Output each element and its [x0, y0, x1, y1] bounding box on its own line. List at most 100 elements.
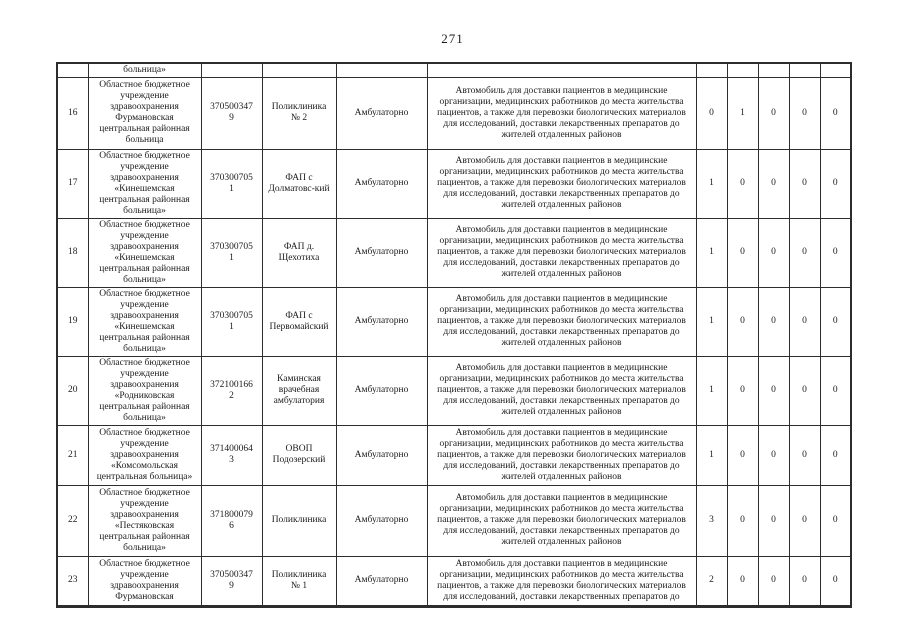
- value-cell: 0: [757, 555, 790, 607]
- organization-cell: Областное бюджетное учреждение здравоохр…: [87, 555, 202, 607]
- table-row-18: 18 Областное бюджетное учреждение здраво…: [56, 217, 852, 288]
- purpose-cell: Автомобиль для доставки пациентов в меди…: [426, 484, 697, 557]
- row-number-cell: 18: [56, 217, 89, 288]
- value-cell: 1: [695, 217, 728, 288]
- value-cell: 0: [757, 217, 790, 288]
- value-cell: 0: [788, 424, 821, 486]
- facility-cell: Поликлиника № 1: [261, 555, 337, 607]
- value-cell: 0: [788, 286, 821, 357]
- value-cell: 1: [695, 355, 728, 426]
- row-number-cell: 23: [56, 555, 89, 607]
- table-row-carryover: больница»: [56, 62, 852, 78]
- organization-cell: Областное бюджетное учреждение здравоохр…: [87, 148, 202, 219]
- inn-code-cell: 371800079 6: [200, 484, 263, 557]
- value-cell: 0: [726, 355, 759, 426]
- inn-code-cell: [200, 62, 263, 78]
- table-row-16: 16 Областное бюджетное учреждение здраво…: [56, 76, 852, 150]
- value-cell: 1: [726, 76, 759, 150]
- value-cell: 0: [757, 286, 790, 357]
- row-number-cell: [56, 62, 89, 78]
- value-cell: 0: [788, 148, 821, 219]
- table-row-23: 23 Областное бюджетное учреждение здраво…: [56, 555, 852, 607]
- organization-cell: Областное бюджетное учреждение здравоохр…: [87, 484, 202, 557]
- organization-cell: Областное бюджетное учреждение здравоохр…: [87, 76, 202, 150]
- care-mode-cell: Амбулаторно: [335, 217, 428, 288]
- value-cell: 0: [819, 76, 852, 150]
- value-cell: 0: [726, 484, 759, 557]
- value-cell: 0: [757, 76, 790, 150]
- value-cell: [757, 62, 790, 78]
- value-cell: 0: [757, 148, 790, 219]
- value-cell: 2: [695, 555, 728, 607]
- value-cell: 0: [788, 217, 821, 288]
- care-mode-cell: Амбулаторно: [335, 555, 428, 607]
- purpose-cell: Автомобиль для доставки пациентов в меди…: [426, 424, 697, 486]
- table-row-17: 17 Областное бюджетное учреждение здраво…: [56, 148, 852, 219]
- care-mode-cell: Амбулаторно: [335, 484, 428, 557]
- value-cell: 0: [788, 555, 821, 607]
- inn-code-cell: 370300705 1: [200, 148, 263, 219]
- value-cell: 0: [819, 355, 852, 426]
- table-row-19: 19 Областное бюджетное учреждение здраво…: [56, 286, 852, 357]
- inn-code-cell: 370300705 1: [200, 217, 263, 288]
- value-cell: 0: [819, 555, 852, 607]
- value-cell: 1: [695, 286, 728, 357]
- table-row-22: 22 Областное бюджетное учреждение здраво…: [56, 484, 852, 557]
- value-cell: 0: [819, 424, 852, 486]
- value-cell: 0: [695, 76, 728, 150]
- row-number-cell: 21: [56, 424, 89, 486]
- table-row-20: 20 Областное бюджетное учреждение здраво…: [56, 355, 852, 426]
- value-cell: 0: [726, 148, 759, 219]
- row-number-cell: 19: [56, 286, 89, 357]
- care-mode-cell: Амбулаторно: [335, 424, 428, 486]
- facility-cell: Поликлиника № 2: [261, 76, 337, 150]
- value-cell: 0: [726, 555, 759, 607]
- purpose-cell: Автомобиль для доставки пациентов в меди…: [426, 217, 697, 288]
- inn-code-cell: 372100166 2: [200, 355, 263, 426]
- organization-cell: Областное бюджетное учреждение здравоохр…: [87, 217, 202, 288]
- organization-cell: Областное бюджетное учреждение здравоохр…: [87, 355, 202, 426]
- value-cell: 0: [819, 217, 852, 288]
- value-cell: 1: [695, 148, 728, 219]
- organization-cell: Областное бюджетное учреждение здравоохр…: [87, 424, 202, 486]
- value-cell: 1: [695, 424, 728, 486]
- value-cell: 0: [726, 424, 759, 486]
- value-cell: 3: [695, 484, 728, 557]
- table-row-21: 21 Областное бюджетное учреждение здраво…: [56, 424, 852, 486]
- value-cell: 0: [757, 355, 790, 426]
- facility-cell: [261, 62, 337, 78]
- row-number-cell: 17: [56, 148, 89, 219]
- value-cell: 0: [788, 355, 821, 426]
- care-mode-cell: Амбулаторно: [335, 355, 428, 426]
- facilities-table: больница» 16 Областное бюджетное учрежде…: [56, 62, 852, 608]
- value-cell: [695, 62, 728, 78]
- organization-cell: больница»: [87, 62, 202, 78]
- purpose-cell: Автомобиль для доставки пациентов в меди…: [426, 555, 697, 607]
- value-cell: 0: [819, 484, 852, 557]
- value-cell: 0: [788, 76, 821, 150]
- value-cell: 0: [726, 286, 759, 357]
- value-cell: 0: [726, 217, 759, 288]
- value-cell: 0: [819, 286, 852, 357]
- facility-cell: Поликлиника: [261, 484, 337, 557]
- purpose-cell: Автомобиль для доставки пациентов в меди…: [426, 148, 697, 219]
- row-number-cell: 20: [56, 355, 89, 426]
- inn-code-cell: 370500347 9: [200, 76, 263, 150]
- facility-cell: ОВОП Подозерский: [261, 424, 337, 486]
- care-mode-cell: Амбулаторно: [335, 148, 428, 219]
- row-number-cell: 22: [56, 484, 89, 557]
- facility-cell: ФАП с Первомайский: [261, 286, 337, 357]
- inn-code-cell: 370500347 9: [200, 555, 263, 607]
- inn-code-cell: 371400064 3: [200, 424, 263, 486]
- value-cell: [726, 62, 759, 78]
- purpose-cell: Автомобиль для доставки пациентов в меди…: [426, 286, 697, 357]
- facility-cell: ФАП д. Щехотиха: [261, 217, 337, 288]
- value-cell: [788, 62, 821, 78]
- care-mode-cell: [335, 62, 428, 78]
- purpose-cell: Автомобиль для доставки пациентов в меди…: [426, 76, 697, 150]
- purpose-cell: Автомобиль для доставки пациентов в меди…: [426, 355, 697, 426]
- value-cell: 0: [788, 484, 821, 557]
- inn-code-cell: 370300705 1: [200, 286, 263, 357]
- purpose-cell: [426, 62, 697, 78]
